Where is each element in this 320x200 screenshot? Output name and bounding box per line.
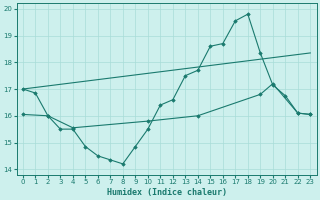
X-axis label: Humidex (Indice chaleur): Humidex (Indice chaleur): [107, 188, 227, 197]
